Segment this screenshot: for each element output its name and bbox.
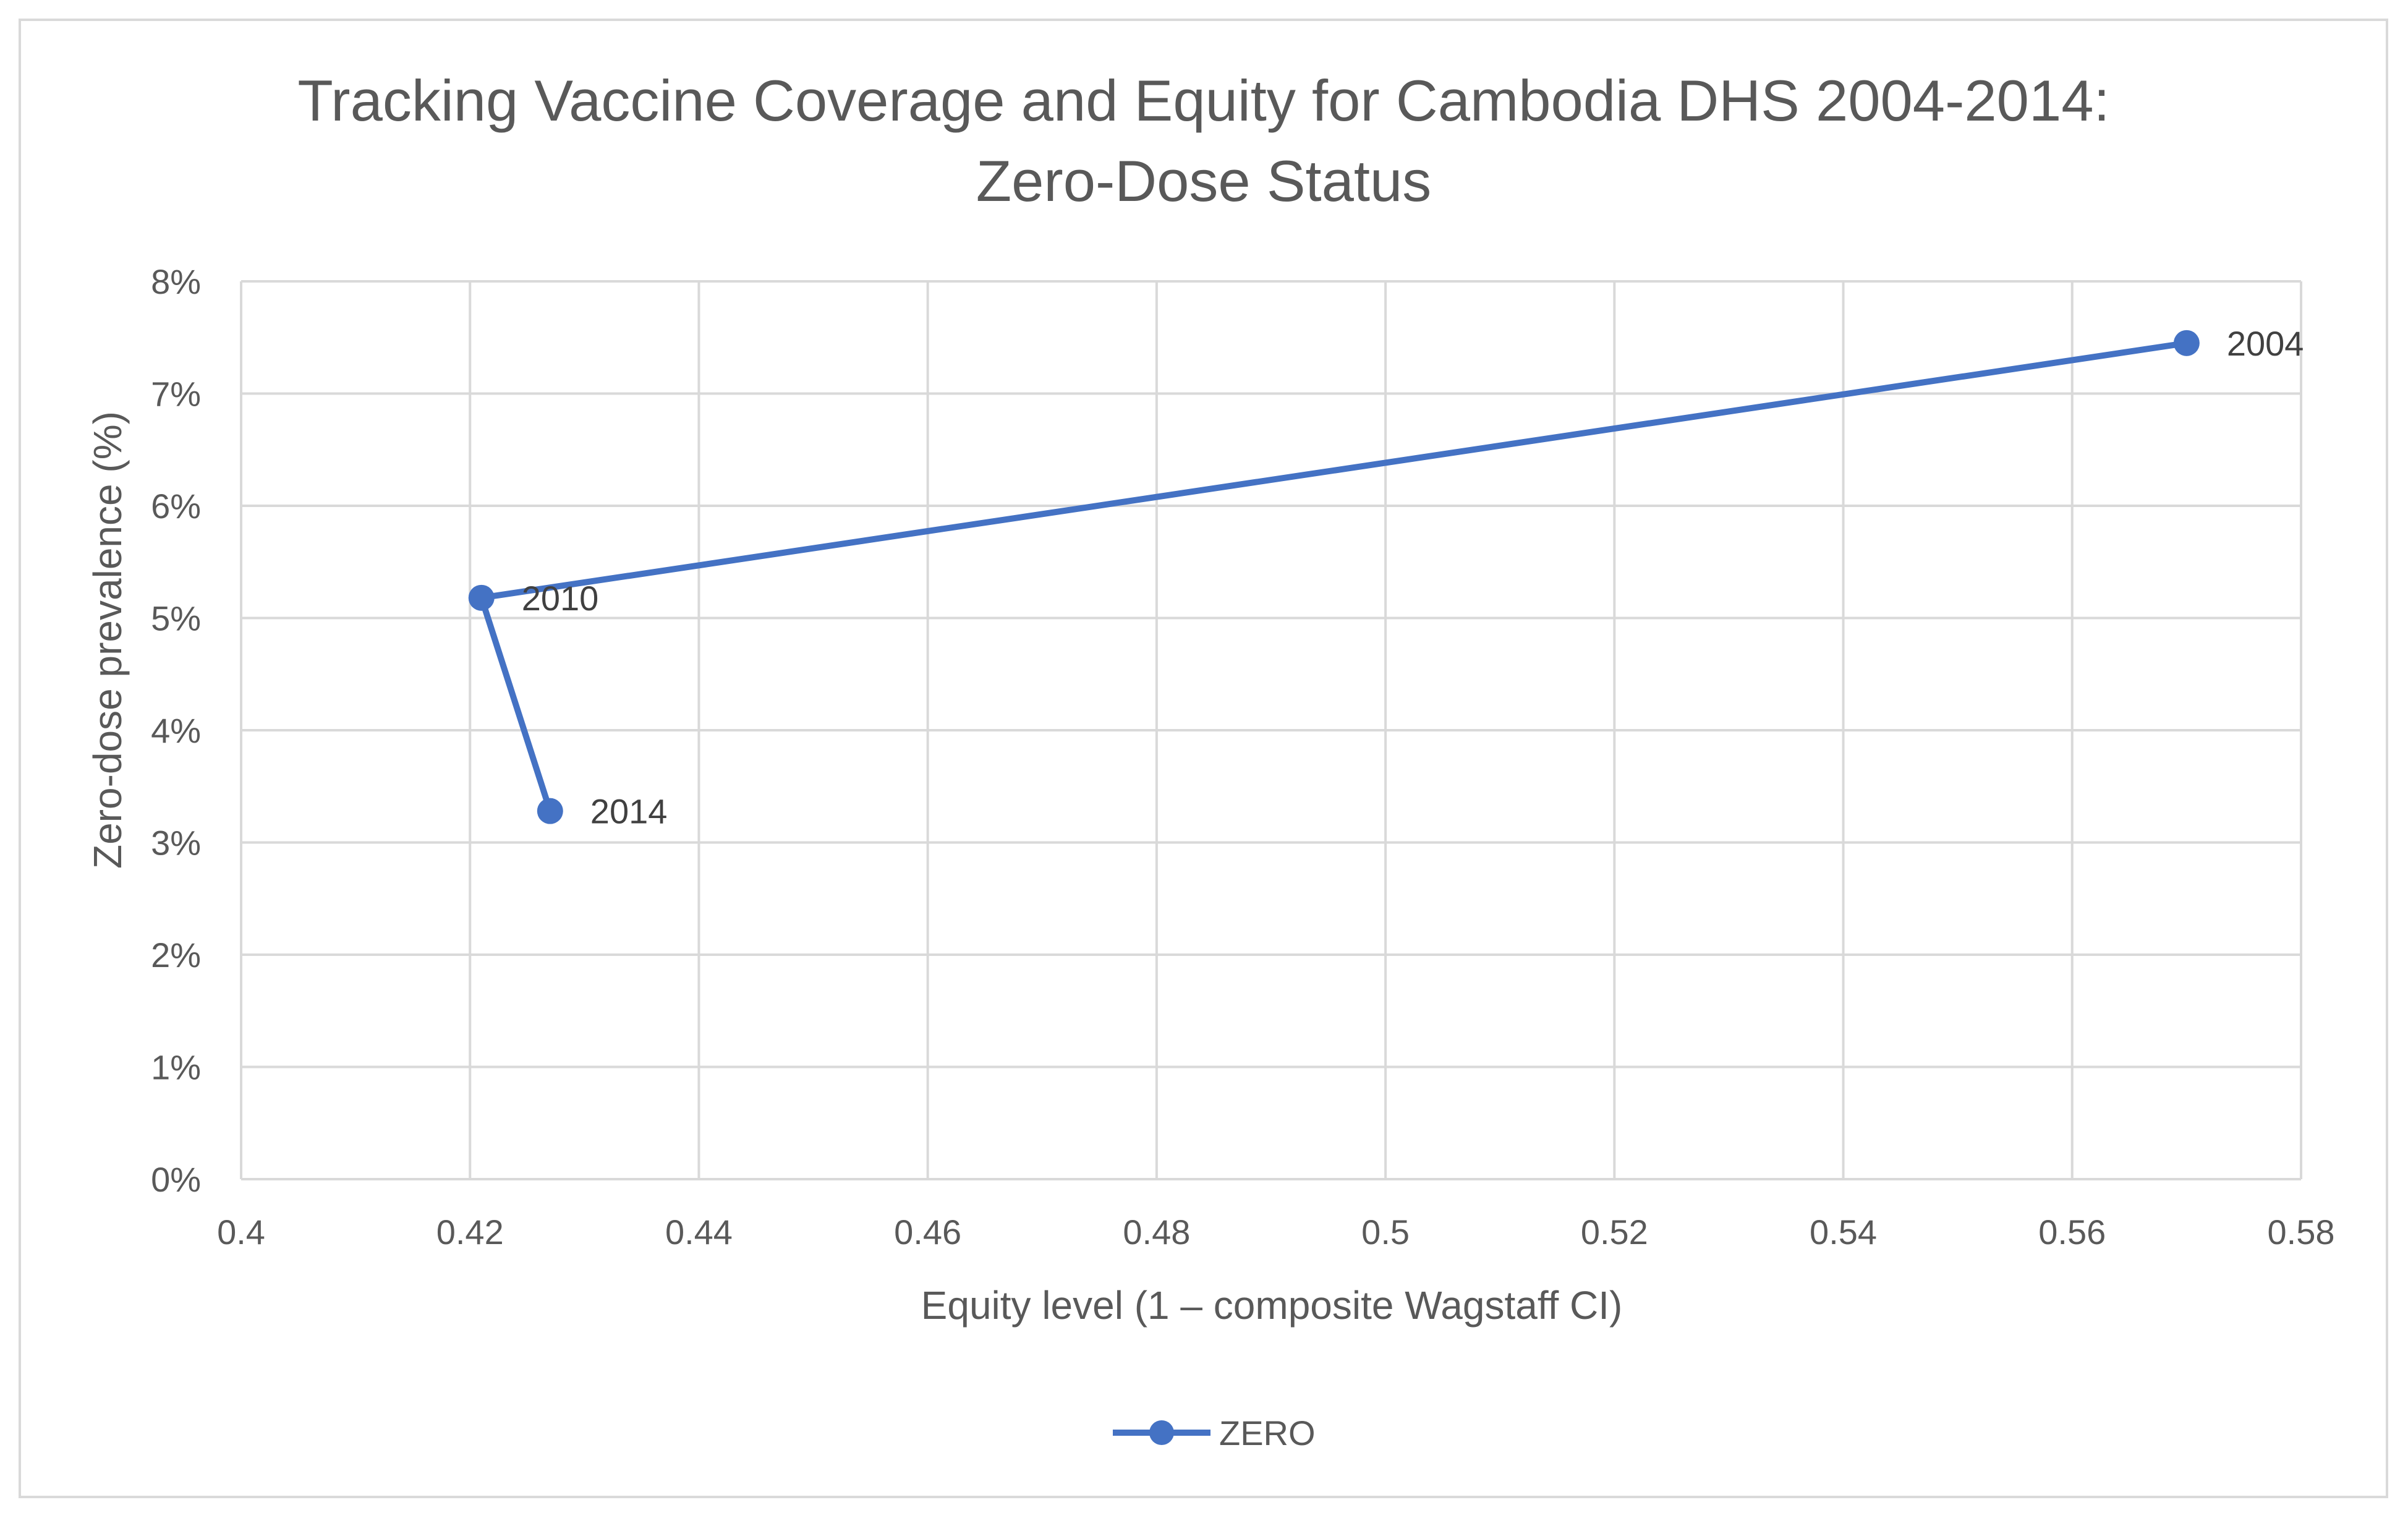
y-tick-label: 8% [151,262,201,301]
y-tick-label: 7% [151,375,201,414]
chart-frame [19,19,2388,1498]
x-axis-label: Equity level (1 – composite Wagstaff CI) [921,1283,1623,1328]
data-point-2004 [2173,330,2200,356]
x-tick-label: 0.5 [1361,1213,1410,1251]
x-tick-label: 0.58 [2268,1213,2335,1251]
y-tick-label: 3% [151,824,201,863]
data-point-2014 [537,798,563,824]
y-tick-label: 0% [151,1160,201,1199]
x-tick-label: 0.4 [217,1213,265,1251]
data-point-2010 [468,584,495,611]
data-label-2004: 2004 [2227,324,2304,363]
y-tick-label: 1% [151,1048,201,1087]
x-tick-label: 0.48 [1123,1213,1190,1251]
x-tick-label: 0.44 [665,1213,733,1251]
y-tick-label: 4% [151,711,201,750]
data-label-2014: 2014 [590,792,668,831]
legend-label-zero: ZERO [1219,1414,1316,1452]
x-tick-label: 0.52 [1581,1213,1648,1251]
x-tick-label: 0.56 [2038,1213,2106,1251]
chart-title-line-2: Zero-Dose Status [976,148,1432,213]
y-axis-label: Zero-dose prevalence (%) [85,411,130,869]
y-tick-label: 5% [151,599,201,638]
x-tick-label: 0.54 [1810,1213,1877,1251]
chart-title-line-1: Tracking Vaccine Coverage and Equity for… [297,68,2109,133]
y-tick-label: 2% [151,936,201,974]
x-tick-label: 0.42 [436,1213,504,1251]
legend-swatch-marker [1149,1420,1174,1445]
legend: ZERO [1113,1414,1316,1452]
series-line-zero [478,339,2190,814]
y-tick-label: 6% [151,487,201,526]
x-tick-label: 0.46 [894,1213,961,1251]
data-label-2010: 2010 [522,579,599,618]
